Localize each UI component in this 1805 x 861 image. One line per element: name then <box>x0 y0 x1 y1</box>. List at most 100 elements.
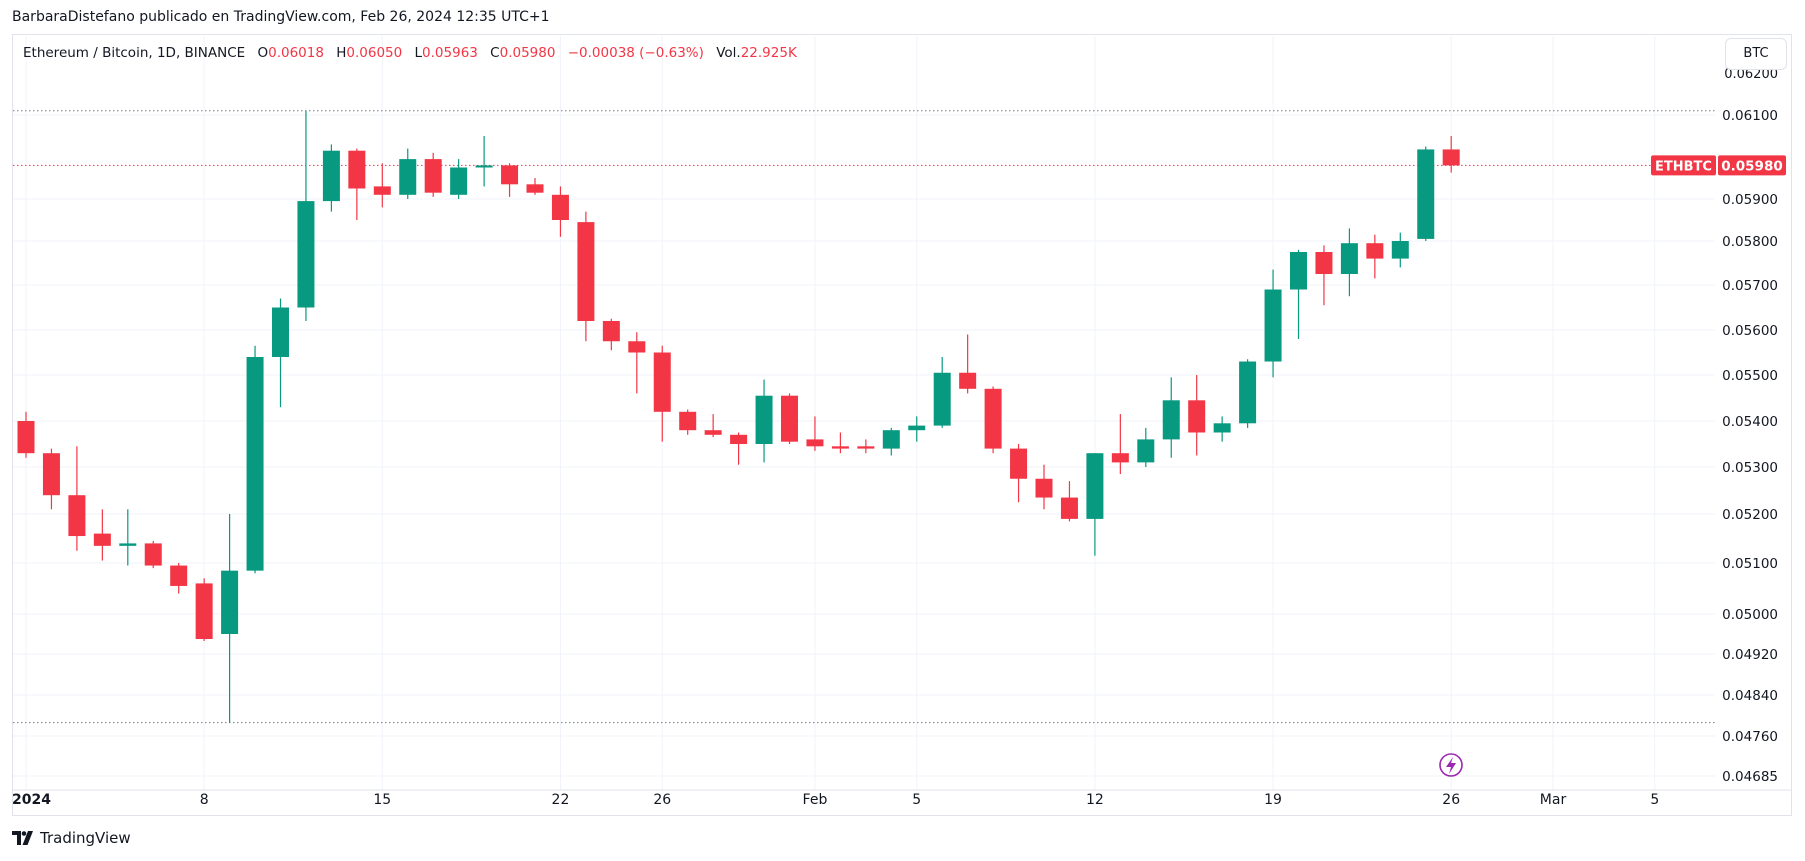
candle[interactable] <box>551 186 569 237</box>
candle[interactable] <box>755 379 773 463</box>
symbol-tag-label: ETHBTC <box>1655 159 1712 174</box>
candle-body <box>1111 453 1129 463</box>
candle[interactable] <box>475 136 493 187</box>
candle-body <box>119 543 137 546</box>
candle[interactable] <box>781 393 798 444</box>
candle[interactable] <box>1111 414 1129 475</box>
candle[interactable] <box>1315 245 1333 306</box>
candle[interactable] <box>322 144 340 212</box>
y-tick-label: 0.04760 <box>1722 729 1778 745</box>
candle[interactable] <box>882 427 900 456</box>
candle[interactable] <box>730 432 748 465</box>
candle[interactable] <box>373 163 391 208</box>
candle[interactable] <box>501 163 519 197</box>
candle-body <box>602 321 620 342</box>
currency-button[interactable]: BTC <box>1725 38 1787 70</box>
candle[interactable] <box>68 446 86 551</box>
candle[interactable] <box>704 414 722 438</box>
candle[interactable] <box>1035 464 1053 510</box>
candle[interactable] <box>526 178 544 195</box>
candles <box>17 110 1460 723</box>
y-tick-label-clipped: 0.06200 <box>1724 67 1778 82</box>
legend-close-label: C <box>490 45 500 61</box>
candle-body <box>1315 252 1333 274</box>
candle[interactable] <box>221 514 239 723</box>
candle[interactable] <box>1290 249 1307 339</box>
candle-body <box>1366 243 1384 259</box>
y-tick-label: 0.05500 <box>1722 368 1778 384</box>
candle[interactable] <box>272 298 289 408</box>
candle-body <box>755 395 773 444</box>
x-tick-label: Mar <box>1540 792 1567 808</box>
candle-body <box>1086 453 1104 519</box>
candle-body <box>221 570 239 634</box>
candle[interactable] <box>1162 377 1180 458</box>
candle[interactable] <box>170 563 188 594</box>
x-tick-label: 15 <box>373 792 391 808</box>
candle[interactable] <box>348 148 366 220</box>
x-tick-label: 26 <box>1442 792 1460 808</box>
candle[interactable] <box>42 448 60 510</box>
candle[interactable] <box>450 159 468 199</box>
candle-body <box>730 434 748 444</box>
candle-body <box>1239 361 1257 424</box>
candle[interactable] <box>831 432 849 454</box>
candle[interactable] <box>959 334 977 394</box>
candle[interactable] <box>195 578 213 641</box>
candle[interactable] <box>984 386 1002 454</box>
candle-body <box>93 533 111 546</box>
legend-volume-value: 22.925K <box>740 45 797 61</box>
candle[interactable] <box>1366 234 1384 279</box>
candle[interactable] <box>628 332 646 394</box>
candle-body <box>984 388 1002 449</box>
x-tick-label: Feb <box>803 792 828 808</box>
candle[interactable] <box>806 416 824 451</box>
candle[interactable] <box>577 211 595 342</box>
candle[interactable] <box>119 509 137 566</box>
candle-body <box>1188 400 1206 433</box>
candle[interactable] <box>1340 228 1358 297</box>
candle[interactable] <box>144 540 162 569</box>
candle[interactable] <box>1086 453 1104 556</box>
candle[interactable] <box>17 411 35 458</box>
last-price-tag-bg <box>1718 155 1786 176</box>
footer-brand-label: TradingView <box>40 829 131 847</box>
candle-body <box>1264 289 1282 362</box>
legend-symbol[interactable]: Ethereum / Bitcoin, 1D, BINANCE <box>23 45 246 61</box>
lightning-icon[interactable] <box>1439 753 1463 777</box>
candle[interactable] <box>908 416 926 442</box>
x-tick-label: 26 <box>653 792 671 808</box>
candle[interactable] <box>653 345 671 442</box>
candle-body <box>322 150 340 202</box>
candle[interactable] <box>297 110 315 321</box>
candle[interactable] <box>933 357 951 428</box>
candle-body <box>653 352 671 412</box>
candle[interactable] <box>1060 481 1078 522</box>
candle[interactable] <box>1417 146 1435 242</box>
y-tick-label: 0.05100 <box>1722 556 1778 572</box>
legend-open-label: O <box>257 45 269 61</box>
candle-body <box>373 186 391 195</box>
symbol-price-tag: ETHBTC 0.05980 <box>1651 155 1786 176</box>
candle[interactable] <box>399 148 417 199</box>
footer-brand[interactable]: TradingView <box>12 829 131 847</box>
candle[interactable] <box>424 152 442 197</box>
candle[interactable] <box>1239 359 1257 428</box>
legend-volume-label: Vol. <box>716 45 741 61</box>
candle[interactable] <box>1213 416 1231 442</box>
candle[interactable] <box>679 409 697 435</box>
candle[interactable] <box>246 345 264 574</box>
candle[interactable] <box>1010 444 1028 503</box>
candle[interactable] <box>1442 136 1460 173</box>
candle[interactable] <box>857 439 875 454</box>
candle[interactable] <box>1264 269 1282 378</box>
candle[interactable] <box>1137 427 1155 467</box>
candle[interactable] <box>1391 232 1409 268</box>
candle[interactable] <box>602 318 620 351</box>
ohlc-legend: Ethereum / Bitcoin, 1D, BINANCE O0.06018… <box>23 45 797 61</box>
grid-lines <box>13 36 1792 791</box>
candle[interactable] <box>93 509 111 561</box>
candle[interactable] <box>1188 375 1206 456</box>
y-tick-label: 0.05200 <box>1722 507 1778 523</box>
